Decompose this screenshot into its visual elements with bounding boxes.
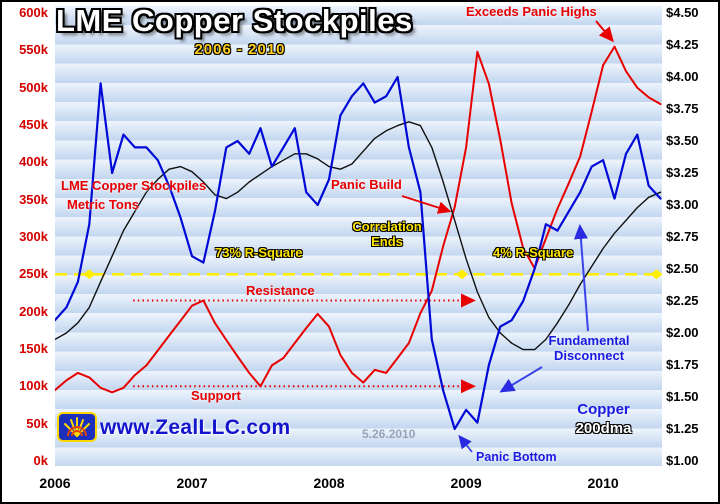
zeal-website-link[interactable]: www.ZealLLC.com bbox=[100, 416, 291, 439]
left-axis-tick-400k: 400k bbox=[19, 154, 48, 170]
legend-200dma: 200dma bbox=[575, 420, 632, 437]
annotation-stockpiles-label-line2: Metric Tons bbox=[67, 197, 139, 212]
right-axis-tick-$1.00: $1.00 bbox=[666, 453, 699, 468]
left-axis-tick-0k: 0k bbox=[33, 453, 48, 468]
annotation-fundamental-disconnect: Fundamental Disconnect bbox=[533, 333, 645, 363]
annotation-4-r-square: 4% R-Square bbox=[493, 245, 574, 260]
chart-subtitle: 2006 - 2010 bbox=[194, 41, 286, 58]
left-axis-tick-300k: 300k bbox=[19, 229, 48, 244]
annotation-panic-bottom: Panic Bottom bbox=[476, 450, 557, 464]
right-axis-tick-$4.25: $4.25 bbox=[666, 37, 699, 52]
annotation-stockpiles-label-line1: LME Copper Stockpiles bbox=[61, 178, 207, 193]
annotation-panic-build: Panic Build bbox=[331, 177, 402, 192]
x-axis-tick-2009: 2009 bbox=[450, 475, 482, 491]
right-axis-tick-$3.00: $3.00 bbox=[666, 197, 699, 212]
left-axis-tick-250k: 250k bbox=[19, 266, 48, 282]
right-axis-tick-$2.00: $2.00 bbox=[666, 325, 699, 340]
chart-title: LME Copper Stockpiles bbox=[56, 3, 413, 38]
annotation-exceeds-panic-highs: Exceeds Panic Highs bbox=[466, 4, 597, 19]
right-axis-tick-$3.50: $3.50 bbox=[666, 133, 699, 148]
left-axis-stockpiles: 600k 550k 500k 450k 400k 350k 300k 250k 200k 150k… bbox=[4, 0, 50, 504]
date-watermark: 5.26.2010 bbox=[362, 427, 416, 441]
x-axis-tick-2008: 2008 bbox=[313, 475, 345, 491]
left-axis-tick-100k: 100k bbox=[19, 378, 48, 394]
fundamental-disconnect-line2: Disconnect bbox=[553, 348, 625, 363]
left-axis-tick-600k: 600k bbox=[19, 5, 48, 20]
fundamental-disconnect-line1: Fundamental bbox=[548, 333, 630, 348]
annotation-support: Support bbox=[191, 388, 241, 403]
left-axis-tick-450k: 450k bbox=[19, 117, 48, 132]
x-axis-years: 2006 2007 2008 2009 2010 bbox=[0, 473, 720, 495]
left-axis-tick-50k: 50k bbox=[26, 415, 48, 431]
left-axis-tick-550k: 550k bbox=[19, 42, 48, 58]
x-axis-tick-2007: 2007 bbox=[176, 475, 208, 491]
left-axis-tick-350k: 350k bbox=[19, 191, 48, 207]
left-axis-tick-200k: 200k bbox=[19, 303, 48, 319]
right-axis-tick-$2.75: $2.75 bbox=[666, 229, 699, 244]
correlation-ends-line1: Correlation bbox=[352, 219, 422, 234]
correlation-ends-line2: Ends bbox=[371, 234, 403, 249]
zeal-logo bbox=[57, 412, 97, 442]
left-axis-tick-500k: 500k bbox=[19, 79, 48, 95]
legend-copper: Copper bbox=[577, 401, 630, 418]
right-axis-tick-$1.25: $1.25 bbox=[666, 421, 699, 436]
right-axis-tick-$1.50: $1.50 bbox=[666, 389, 699, 404]
right-axis-price: $4.50 $4.25 $4.00 $3.75 $3.50 $3.25 $3.00 $2.75… bbox=[666, 0, 718, 504]
zeal-logo-icon bbox=[57, 412, 97, 442]
right-axis-tick-$3.25: $3.25 bbox=[666, 165, 699, 180]
right-axis-tick-$4.50: $4.50 bbox=[666, 5, 699, 20]
annotation-correlation-ends: Correlation Ends bbox=[337, 219, 437, 249]
annotation-73-r-square: 73% R-Square bbox=[215, 245, 303, 260]
left-axis-tick-150k: 150k bbox=[19, 341, 48, 356]
right-axis-tick-$2.50: $2.50 bbox=[666, 261, 699, 276]
right-axis-tick-$1.75: $1.75 bbox=[666, 357, 699, 372]
right-axis-tick-$2.25: $2.25 bbox=[666, 293, 699, 308]
x-axis-tick-2010: 2010 bbox=[587, 475, 619, 491]
right-axis-tick-$4.00: $4.00 bbox=[666, 69, 699, 84]
right-axis-tick-$3.75: $3.75 bbox=[666, 101, 699, 116]
annotation-resistance: Resistance bbox=[246, 283, 315, 298]
x-axis-tick-2006: 2006 bbox=[39, 475, 71, 491]
